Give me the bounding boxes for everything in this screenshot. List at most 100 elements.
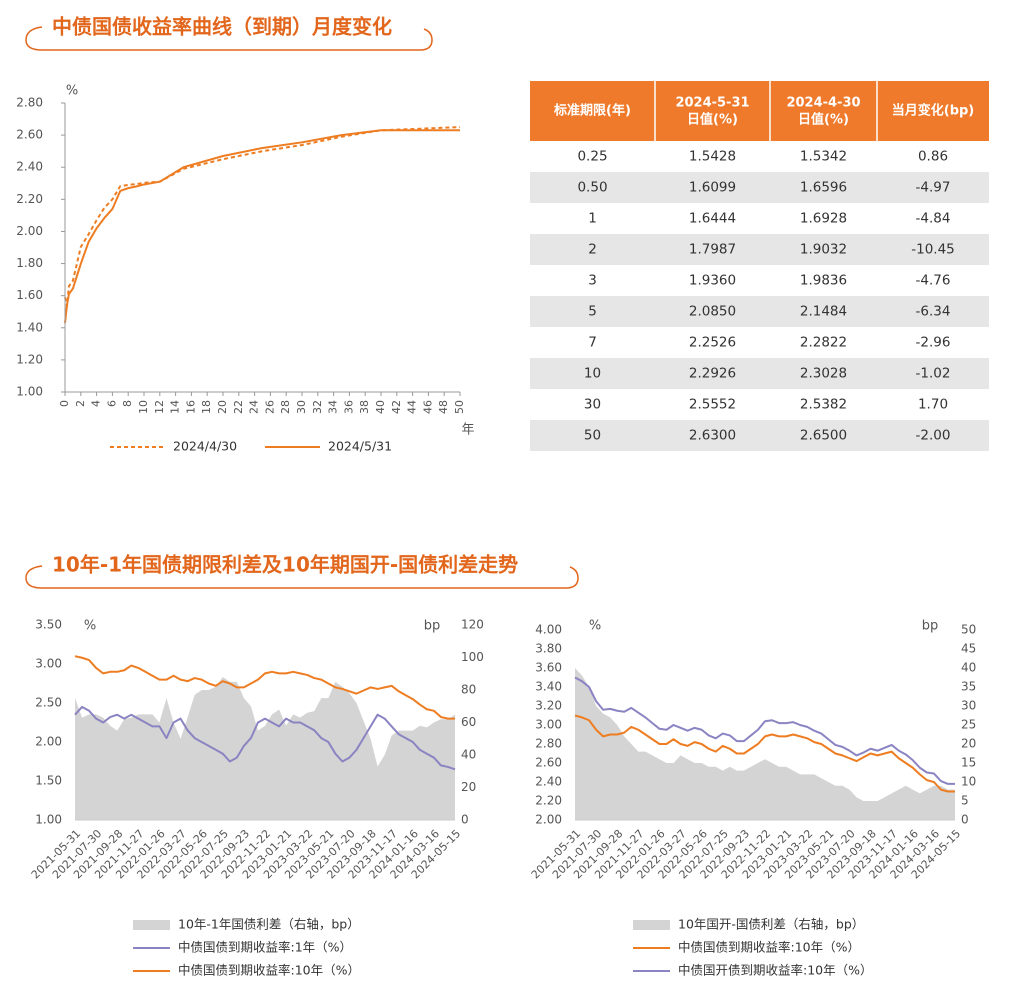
table-cell: -2.96 <box>916 335 951 351</box>
table-header-bg <box>530 81 989 141</box>
y-axis-unit: % <box>589 619 601 634</box>
y2-tick-label: 10 <box>961 775 976 789</box>
y-tick-label: 1.80 <box>16 256 43 270</box>
table-cell: 1.9360 <box>689 273 736 289</box>
line <box>74 655 455 720</box>
table-header: 当月变化(bp) <box>892 103 975 119</box>
table-cell: 1.5428 <box>689 149 736 165</box>
table-cell: 1.9032 <box>800 242 847 258</box>
table-row-bg <box>530 389 989 420</box>
legend-swatch <box>633 920 670 930</box>
table-row-bg <box>530 358 989 389</box>
table-row-bg <box>530 141 989 172</box>
y-tick-label: 2.20 <box>16 192 43 206</box>
title-bracket <box>25 26 433 51</box>
table-cell: 7 <box>588 335 597 351</box>
y-tick-label: 2.20 <box>535 794 562 808</box>
y-tick-label: 2.80 <box>16 96 43 110</box>
table-cell: 1.6444 <box>689 211 736 227</box>
table-cell: 1.5342 <box>800 149 847 165</box>
table-cell: 0.50 <box>577 180 607 196</box>
table-row-bg <box>530 203 989 234</box>
y-tick-label: 3.60 <box>535 661 562 675</box>
y-tick-label: 2.60 <box>535 756 562 770</box>
y-tick-label: 2.40 <box>535 775 562 789</box>
table-cell: 0.86 <box>918 149 948 165</box>
y2-tick-label: 120 <box>461 618 484 632</box>
y-tick-label: 2.40 <box>16 160 43 174</box>
table-cell: 50 <box>584 428 601 444</box>
x-tick-label: 20 <box>216 400 229 414</box>
table-cell: 2.5552 <box>689 397 736 413</box>
table-cell: -4.76 <box>916 273 951 289</box>
table-cell: 2.6500 <box>800 428 847 444</box>
y2-tick-label: 80 <box>461 683 476 697</box>
table-row-bg <box>530 296 989 327</box>
table-cell: 3 <box>588 273 597 289</box>
x-tick-label: 6 <box>105 400 118 407</box>
table-cell: -1.02 <box>916 366 951 382</box>
y-tick-label: 2.00 <box>35 735 62 749</box>
y-tick-label: 2.00 <box>16 224 43 238</box>
line <box>574 676 955 785</box>
x-tick-label: 26 <box>263 400 276 414</box>
table-row-bg <box>530 234 989 265</box>
table-cell: 2.2926 <box>689 366 736 382</box>
y-tick-label: 3.20 <box>535 699 562 713</box>
y-tick-label: 1.50 <box>35 774 62 788</box>
y2-tick-label: 0 <box>961 813 969 827</box>
title-bracket <box>25 565 579 589</box>
table-cell: -4.97 <box>916 180 951 196</box>
table-row-bg <box>530 327 989 358</box>
x-tick-label: 48 <box>437 400 450 414</box>
legend-label: 中债国债到期收益率:1年（%） <box>178 940 352 955</box>
x-tick-label: 46 <box>421 400 434 414</box>
y2-tick-label: 100 <box>461 650 484 664</box>
x-tick-label: 36 <box>342 400 355 414</box>
x-tick-label: 4 <box>90 400 103 407</box>
y-tick-label: 3.80 <box>535 642 562 656</box>
table-row-bg <box>530 265 989 296</box>
table-cell: 1.70 <box>918 397 948 413</box>
y2-tick-label: 50 <box>961 623 976 637</box>
table-cell: 2.6300 <box>689 428 736 444</box>
x-tick-label: 16 <box>184 400 197 414</box>
table-cell: 1.6928 <box>800 211 847 227</box>
table-cell: 2.2526 <box>689 335 736 351</box>
table-header: 2024-5-31 <box>675 96 749 111</box>
y2-tick-label: 35 <box>961 680 976 694</box>
y2-tick-label: 20 <box>961 737 976 751</box>
table-cell: -2.00 <box>916 428 951 444</box>
y2-tick-label: 60 <box>461 715 476 729</box>
x-tick-label: 10 <box>137 400 150 414</box>
y2-tick-label: 0 <box>461 813 469 827</box>
table-header: 2024-4-30 <box>786 96 860 111</box>
section-title: 中债国债收益率曲线（到期）月度变化 <box>52 15 392 39</box>
legend-label: 中债国开债到期收益率:10年（%） <box>678 963 873 978</box>
y-tick-label: 1.00 <box>35 813 62 827</box>
table-cell: 0.25 <box>577 149 607 165</box>
table-header: 日值(%) <box>798 112 849 128</box>
y-tick-label: 2.00 <box>535 813 562 827</box>
table-cell: 2.3028 <box>800 366 847 382</box>
y2-tick-label: 15 <box>961 756 976 770</box>
table-cell: 10 <box>584 366 601 382</box>
y2-tick-label: 40 <box>961 661 976 675</box>
table-header: 标准期限(年) <box>553 103 631 119</box>
table-cell: 30 <box>584 397 601 413</box>
y-tick-label: 1.00 <box>16 385 43 399</box>
table-cell: -10.45 <box>911 242 955 258</box>
y2-tick-label: 40 <box>461 748 476 762</box>
table-cell: 1 <box>588 211 597 227</box>
x-tick-label: 28 <box>279 400 292 414</box>
x-tick-label: 30 <box>295 400 308 414</box>
x-tick-label: 18 <box>200 400 213 414</box>
x-axis-unit: 年 <box>461 423 474 438</box>
y2-axis-unit: bp <box>424 619 441 634</box>
x-tick-label: 32 <box>311 400 324 414</box>
y-tick-label: 2.80 <box>535 737 562 751</box>
table-row-bg <box>530 420 989 451</box>
x-tick-label: 34 <box>327 400 340 414</box>
x-tick-label: 24 <box>248 400 261 414</box>
